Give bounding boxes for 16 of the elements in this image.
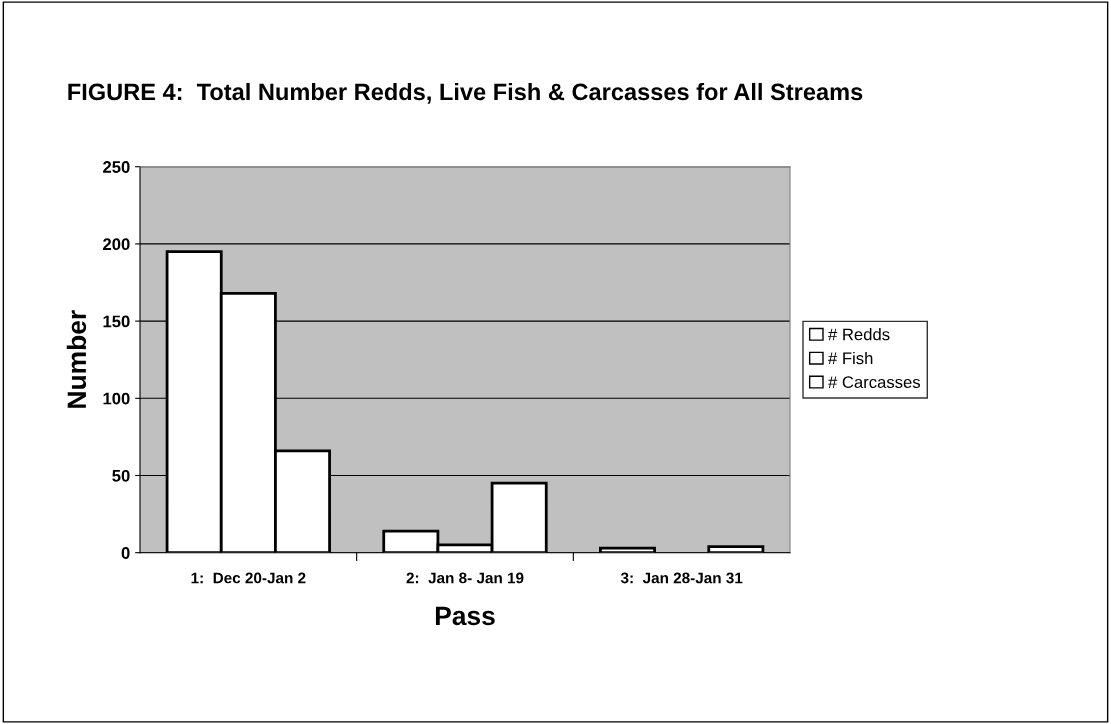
legend-label: # Redds (828, 328, 890, 341)
x-tick-label: 1: Dec 20-Jan 2 (191, 572, 306, 584)
x-axis-title: Pass (435, 606, 495, 626)
bar (707, 545, 765, 553)
y-tick-label: 200 (103, 238, 130, 251)
y-tick-label: 50 (112, 469, 130, 482)
chart-title: FIGURE 4: Total Number Redds, Live Fish & Carcasses for All Streams (68, 82, 863, 104)
x-tick-label: 3: Jan 28-Jan 31 (620, 572, 743, 584)
x-tick-label: 2: Jan 8- Jan 19 (406, 572, 524, 584)
y-tick-label: 150 (103, 315, 130, 328)
y-tick-label: 100 (103, 392, 130, 405)
legend-label: # Carcasses (828, 376, 921, 389)
y-axis-title: Number (66, 310, 87, 408)
y-tick-label: 250 (103, 161, 130, 173)
y-tick-label: 0 (121, 547, 130, 559)
legend-label: # Fish (828, 351, 873, 365)
